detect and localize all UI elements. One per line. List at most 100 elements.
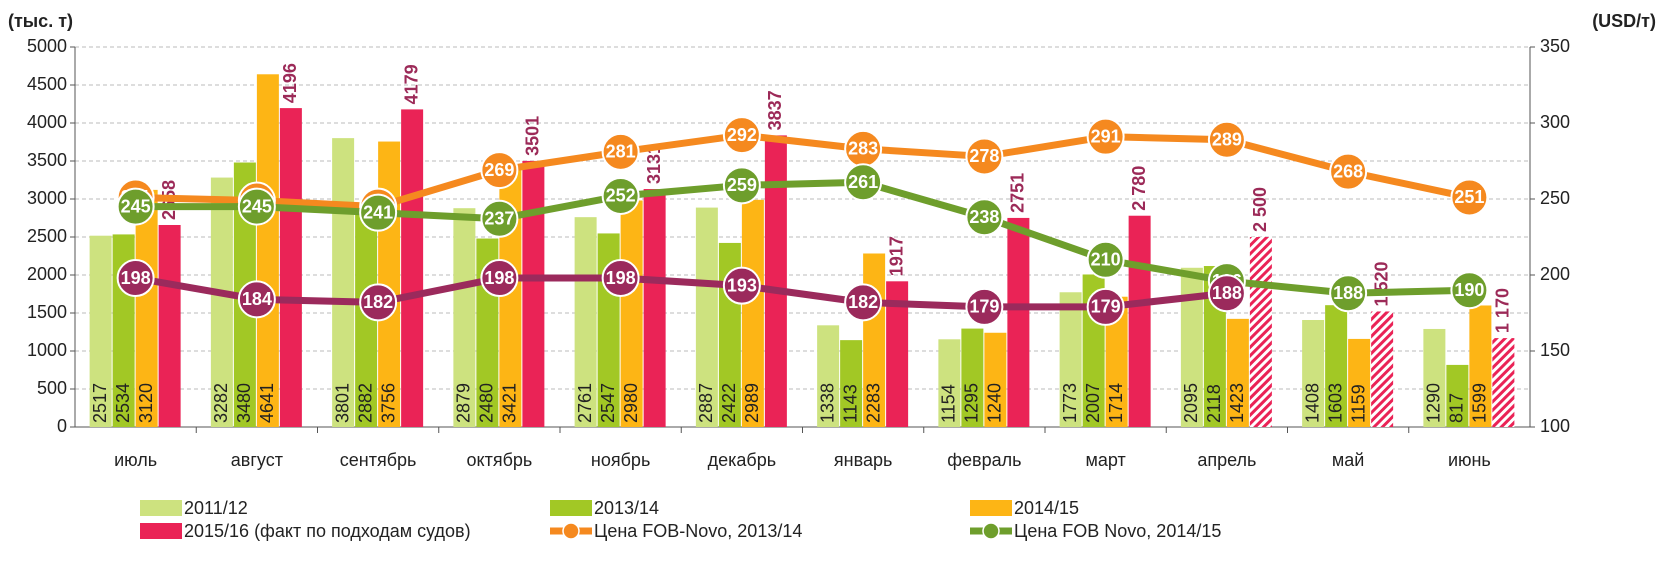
data-label: 252 <box>606 186 636 206</box>
data-label: 1 170 <box>1493 288 1513 333</box>
bar <box>961 328 984 427</box>
bar <box>158 224 181 427</box>
data-label: 1714 <box>1106 383 1126 423</box>
data-label: 269 <box>484 160 514 180</box>
data-label: 3756 <box>378 383 398 423</box>
y2-tick-label: 350 <box>1540 36 1570 56</box>
data-label: 283 <box>848 139 878 159</box>
data-label: 3501 <box>523 116 543 156</box>
line-point <box>1086 287 1125 326</box>
x-tick-label: апрель <box>1197 450 1256 470</box>
legend-label: 2015/16 (факт по подходам судов) <box>184 521 471 541</box>
y-tick-label: 1500 <box>27 302 67 322</box>
line-point <box>237 280 276 319</box>
data-label: 2761 <box>575 383 595 423</box>
line-point <box>116 259 155 298</box>
data-label: 1159 <box>1348 384 1368 423</box>
y2-tick-label: 300 <box>1540 112 1570 132</box>
data-label: 3282 <box>211 383 231 423</box>
data-label: 2118 <box>1204 384 1224 423</box>
data-label: 2283 <box>863 383 883 423</box>
data-label: 198 <box>121 268 151 288</box>
data-label: 2480 <box>477 383 497 423</box>
data-label: 2980 <box>621 383 641 423</box>
y2-tick-label: 250 <box>1540 188 1570 208</box>
bar <box>1180 267 1203 427</box>
legend-swatch <box>140 523 182 539</box>
line <box>135 178 1470 297</box>
line-point <box>844 163 883 202</box>
data-label: 291 <box>1091 126 1121 146</box>
bar <box>886 281 909 427</box>
bar <box>643 189 666 427</box>
data-label: 198 <box>484 268 514 288</box>
data-label: 1143 <box>840 384 860 423</box>
line-point <box>965 198 1004 237</box>
line-point <box>722 116 761 155</box>
line-point <box>722 266 761 305</box>
bar <box>210 177 233 427</box>
y-tick-label: 0 <box>57 416 67 436</box>
x-tick-label: февраль <box>947 450 1021 470</box>
line-point <box>1329 152 1368 191</box>
x-tick-label: сентябрь <box>340 450 417 470</box>
data-label: 292 <box>727 125 757 145</box>
bar <box>817 325 840 427</box>
line-point <box>359 193 398 232</box>
data-label: 188 <box>1333 283 1363 303</box>
line-point <box>1450 178 1489 217</box>
bar <box>522 160 545 427</box>
bar <box>453 208 476 427</box>
legend-swatch <box>982 522 1000 540</box>
bar <box>135 189 158 427</box>
y-tick-label: 3000 <box>27 188 67 208</box>
y-tick-label: 5000 <box>27 36 67 56</box>
x-tick-label: ноябрь <box>591 450 650 470</box>
data-label: 2007 <box>1083 383 1103 423</box>
bar <box>89 235 112 427</box>
data-label: 251 <box>1454 187 1484 207</box>
bar <box>1007 217 1030 427</box>
data-label: 4179 <box>401 64 421 104</box>
line-point <box>844 283 883 322</box>
data-label: 4196 <box>280 63 300 103</box>
data-label: 2534 <box>113 383 133 423</box>
bar <box>574 217 597 427</box>
data-label: 3120 <box>136 383 156 423</box>
bar <box>1348 338 1371 427</box>
data-label: 2 500 <box>1250 187 1270 232</box>
line-point <box>1207 120 1246 159</box>
line-point <box>1086 240 1125 279</box>
data-label: 4641 <box>257 383 277 423</box>
y-tick-label: 4000 <box>27 112 67 132</box>
y-tick-label: 1000 <box>27 340 67 360</box>
y2-tick-label: 150 <box>1540 340 1570 360</box>
x-tick-label: декабрь <box>708 450 777 470</box>
bar <box>741 199 764 427</box>
data-label: 3131 <box>644 144 664 184</box>
bar <box>764 135 787 427</box>
line-point <box>601 259 640 298</box>
data-label: 193 <box>727 275 757 295</box>
line-point <box>480 259 519 298</box>
y-tick-label: 500 <box>37 378 67 398</box>
x-tick-label: июнь <box>1448 450 1491 470</box>
y2-tick-label: 200 <box>1540 264 1570 284</box>
line-point <box>601 176 640 215</box>
y-axis-label: (тыс. т) <box>8 11 73 31</box>
data-label: 2547 <box>598 383 618 423</box>
line <box>135 274 1228 311</box>
data-label: 184 <box>242 289 272 309</box>
bar <box>984 332 1007 427</box>
bar <box>1059 292 1082 427</box>
bar <box>1128 215 1151 427</box>
data-label: 3801 <box>332 383 352 423</box>
data-label: 179 <box>1091 297 1121 317</box>
line-point <box>237 187 276 226</box>
bar <box>1226 318 1249 427</box>
data-label: 1917 <box>886 236 906 276</box>
data-label: 261 <box>848 172 878 192</box>
line-point <box>1450 271 1489 310</box>
line-point <box>722 166 761 205</box>
data-label: 1773 <box>1060 383 1080 423</box>
